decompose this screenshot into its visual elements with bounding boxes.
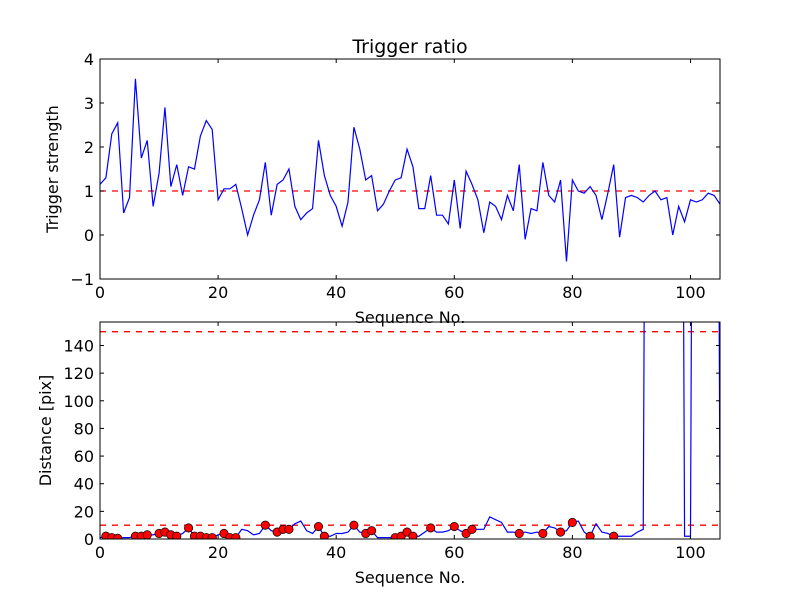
data-point [449, 522, 459, 532]
data-point [142, 530, 152, 539]
x-tick-label: 0 [95, 543, 105, 562]
y-tick-label: 0 [84, 530, 94, 549]
data-point [260, 520, 270, 530]
y-tick-label: 4 [84, 50, 94, 69]
y-tick-label: 100 [63, 392, 94, 411]
x-tick-label: 100 [675, 543, 706, 562]
data-point [207, 533, 217, 539]
y-tick-label: 80 [74, 419, 94, 438]
y-tick-label: 60 [74, 447, 94, 466]
y-tick-label: 20 [74, 502, 94, 521]
x-tick-label: 0 [95, 283, 105, 302]
y-tick-label: 140 [63, 336, 94, 355]
data-point [408, 531, 418, 539]
y-tick-label: 0 [84, 226, 94, 245]
x-tick-label: 80 [562, 283, 582, 302]
y-tick-label: 120 [63, 364, 94, 383]
data-point [184, 523, 194, 533]
series-line-trigger [100, 78, 720, 262]
y-tick-label: −1 [70, 270, 94, 289]
data-point [426, 523, 436, 533]
x-tick-label: 80 [562, 543, 582, 562]
data-point [538, 528, 548, 539]
data-point [313, 522, 324, 532]
x-tick-label: 40 [326, 283, 346, 302]
x-tick-label: 100 [675, 283, 706, 302]
axes-frame [99, 321, 721, 540]
x-axis-label: Sequence No. [355, 568, 466, 587]
x-tick-label: 20 [208, 543, 228, 562]
data-point [367, 526, 377, 536]
data-point [556, 527, 566, 537]
y-tick-label: 40 [74, 475, 94, 494]
y-tick-label: 1 [84, 182, 94, 201]
data-point [113, 533, 123, 539]
data-point [172, 531, 182, 539]
data-point [609, 531, 619, 539]
x-tick-label: 20 [208, 283, 228, 302]
subplot-2: 0 20 40 60 80 100 0 20 40 60 80 100 120 140 Sequence N… [36, 321, 721, 587]
y-axis-label: Distance [pix] [36, 375, 55, 487]
x-tick-label: 60 [444, 283, 464, 302]
axes-frame [99, 58, 721, 280]
data-point [284, 524, 294, 534]
series-line-distance [100, 322, 720, 539]
data-point [467, 524, 477, 534]
data-point [585, 531, 595, 539]
x-axis-label: Sequence No. [355, 308, 466, 327]
data-point [319, 531, 329, 539]
y-axis-label: Trigger strength [43, 105, 62, 234]
data-point [567, 517, 577, 527]
chart-title: Trigger ratio [351, 36, 467, 58]
data-point [231, 533, 241, 539]
x-tick-label: 40 [326, 543, 346, 562]
plot-area [100, 78, 720, 262]
y-tick-label: 3 [84, 94, 94, 113]
data-point [349, 520, 359, 530]
plot-area [100, 322, 720, 539]
data-point [514, 528, 524, 539]
y-tick-label: 2 [84, 138, 94, 157]
x-tick-label: 60 [444, 543, 464, 562]
